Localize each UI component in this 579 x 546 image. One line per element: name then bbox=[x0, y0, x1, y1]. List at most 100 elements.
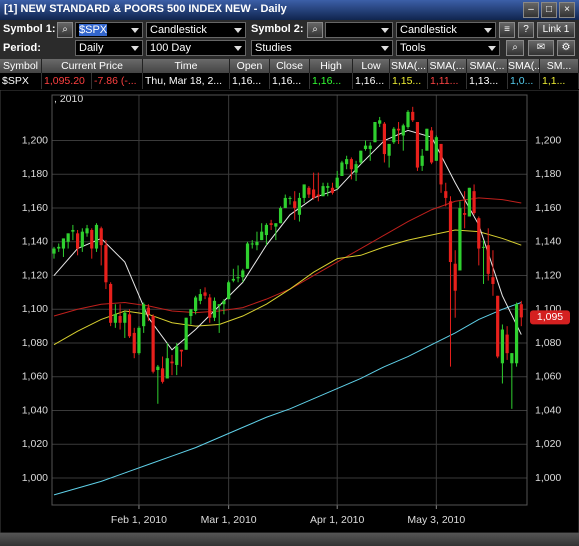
candle-body bbox=[146, 307, 150, 315]
symbol1-input[interactable]: $SPX bbox=[75, 22, 143, 38]
help-button[interactable]: ? bbox=[518, 22, 534, 38]
candle-body bbox=[90, 229, 94, 249]
chat-button[interactable]: ✉ bbox=[528, 40, 554, 56]
table-cell: Thu, Mar 18, 2... bbox=[143, 73, 230, 89]
candle-body bbox=[260, 231, 264, 241]
x-tick-label: Mar 1, 2010 bbox=[201, 514, 257, 526]
column-header: Time bbox=[143, 59, 230, 73]
candle-body bbox=[434, 137, 438, 161]
candle-body bbox=[52, 248, 56, 254]
candle-body bbox=[118, 316, 122, 323]
candle-body bbox=[231, 278, 235, 281]
range-dropdown[interactable]: 100 Day bbox=[146, 40, 246, 56]
tools-dropdown[interactable]: Tools bbox=[396, 40, 500, 56]
candle-body bbox=[415, 121, 420, 168]
last-price-label: 1,095 bbox=[537, 311, 563, 323]
status-bar bbox=[0, 533, 579, 546]
candle-body bbox=[430, 130, 434, 163]
table-cell: 1,1... bbox=[540, 73, 579, 89]
candle-body bbox=[330, 187, 335, 193]
table-cell: $SPX bbox=[0, 73, 42, 89]
candle-body bbox=[363, 145, 368, 149]
menu-button[interactable]: ≡ bbox=[499, 22, 515, 38]
studies-dropdown[interactable]: Studies bbox=[251, 40, 393, 56]
candle-body bbox=[411, 111, 415, 121]
column-header: Low bbox=[353, 59, 390, 73]
chart-type1-dropdown[interactable]: Candlestick bbox=[146, 22, 246, 38]
candle-body bbox=[345, 159, 349, 165]
candle-body bbox=[425, 128, 429, 151]
y-tick-label: 1,120 bbox=[22, 269, 48, 281]
candle-body bbox=[151, 316, 155, 372]
candle-body bbox=[477, 218, 481, 249]
candle-body bbox=[373, 121, 377, 143]
candle-body bbox=[264, 224, 268, 236]
candle-body bbox=[396, 128, 401, 131]
candle-body bbox=[288, 197, 292, 199]
candle-body bbox=[212, 300, 217, 318]
candle-body bbox=[179, 349, 184, 352]
zoom-button[interactable]: ⌕ bbox=[506, 40, 524, 56]
candle-body bbox=[156, 366, 160, 371]
y-tick-label-right: 1,200 bbox=[535, 134, 561, 146]
candle-body bbox=[505, 334, 509, 354]
tools-text: Tools bbox=[400, 42, 426, 54]
close-button[interactable]: × bbox=[559, 2, 575, 18]
column-header: SMA(... bbox=[508, 59, 540, 73]
column-header: SMA(... bbox=[428, 59, 467, 73]
settings-button[interactable]: ⚙ bbox=[557, 40, 575, 56]
candle-body bbox=[245, 243, 250, 269]
table-cell: 1,11... bbox=[428, 73, 467, 89]
candle-body bbox=[250, 243, 254, 245]
candle-body bbox=[439, 143, 443, 185]
candle-body bbox=[387, 143, 391, 156]
table-cell: 1,16... bbox=[270, 73, 310, 89]
x-tick-label: Feb 1, 2010 bbox=[111, 514, 167, 526]
maximize-button[interactable]: □ bbox=[541, 2, 557, 18]
y-tick-label: 1,040 bbox=[22, 404, 48, 416]
candle-body bbox=[61, 238, 66, 249]
quote-table: Symbol Current Price Time Open Close High Low S… bbox=[0, 59, 579, 90]
x-tick-label: Apr 1, 2010 bbox=[310, 514, 364, 526]
chart-type2-dropdown[interactable]: Candlestick bbox=[396, 22, 496, 38]
column-header: Current Price bbox=[42, 59, 143, 73]
plot-frame bbox=[51, 94, 528, 506]
candle-body bbox=[184, 317, 188, 350]
search-button-2[interactable]: ⌕ bbox=[307, 22, 323, 38]
column-header: SMA(... bbox=[390, 59, 428, 73]
period-label: Period: bbox=[3, 42, 41, 54]
candle-body bbox=[359, 150, 363, 163]
candle-body bbox=[368, 145, 372, 149]
candle-body bbox=[198, 294, 202, 301]
candle-body bbox=[406, 111, 410, 128]
candle-body bbox=[316, 194, 320, 197]
y-tick-label-right: 1,180 bbox=[535, 168, 561, 180]
candle-body bbox=[510, 353, 514, 364]
candle-body bbox=[255, 241, 259, 246]
last-price-box bbox=[530, 310, 570, 325]
minimize-button[interactable]: – bbox=[523, 2, 539, 18]
candle-body bbox=[137, 327, 141, 354]
candle-body bbox=[80, 231, 84, 247]
x-tick-label: May 3, 2010 bbox=[407, 514, 465, 526]
y-tick-label: 1,200 bbox=[22, 134, 48, 146]
candle-body bbox=[340, 162, 344, 176]
search-button[interactable]: ⌕ bbox=[57, 22, 73, 38]
sma-line bbox=[53, 229, 522, 346]
candle-body bbox=[519, 304, 523, 318]
candle-body bbox=[142, 304, 146, 327]
candle-body bbox=[189, 309, 193, 317]
y-tick-label-right: 1,000 bbox=[535, 472, 561, 484]
period-text: Daily bbox=[79, 42, 104, 54]
chart-background bbox=[0, 90, 579, 533]
candle-body bbox=[382, 123, 386, 155]
table-cell: 1,15... bbox=[390, 73, 428, 89]
symbol2-input[interactable] bbox=[325, 22, 393, 38]
y-tick-label: 1,180 bbox=[22, 168, 48, 180]
link-button[interactable]: Link 1 bbox=[537, 22, 575, 38]
y-tick-label: 1,100 bbox=[22, 303, 48, 315]
candle-body bbox=[71, 229, 75, 232]
candle-body bbox=[94, 224, 99, 249]
chart: , 2010 1,000 1,000 1,020 1,020 1,040 1,040 1,0… bbox=[0, 90, 579, 533]
period-dropdown[interactable]: Daily bbox=[75, 40, 143, 56]
